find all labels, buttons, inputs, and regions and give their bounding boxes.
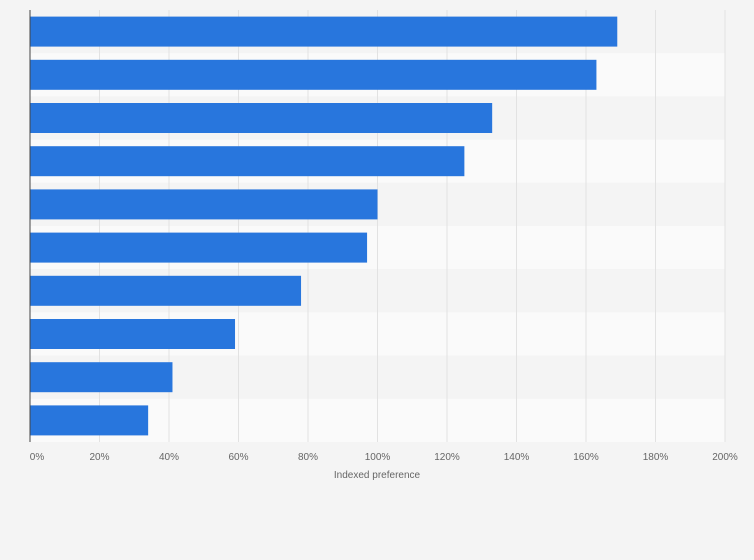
bar[interactable] — [30, 275, 302, 306]
x-tick-label: 100% — [365, 452, 391, 463]
x-tick-label: 140% — [504, 452, 530, 463]
x-tick-label: 40% — [159, 452, 179, 463]
bar[interactable] — [30, 189, 378, 220]
x-tick-label: 160% — [573, 452, 599, 463]
bar[interactable] — [30, 319, 236, 349]
x-tick-label: 180% — [643, 452, 669, 463]
x-tick-label: 0% — [30, 452, 45, 463]
bar[interactable] — [30, 232, 368, 263]
x-tick-labels: 0% 20% 40% 60% 80% 100% 120% 140% 160% 180% 200% — [30, 452, 738, 463]
x-tick-label: 120% — [434, 452, 460, 463]
x-tick-label: 60% — [228, 452, 248, 463]
bar[interactable] — [30, 59, 597, 90]
bars — [30, 16, 618, 436]
x-tick-label: 200% — [712, 452, 738, 463]
bar[interactable] — [30, 405, 149, 436]
bar[interactable] — [30, 362, 173, 393]
x-axis-title: Indexed preference — [334, 470, 421, 481]
x-tick-label: 20% — [89, 452, 109, 463]
bar[interactable] — [30, 103, 493, 133]
bar[interactable] — [30, 146, 465, 177]
x-tick-label: 80% — [298, 452, 318, 463]
bar[interactable] — [30, 16, 618, 47]
